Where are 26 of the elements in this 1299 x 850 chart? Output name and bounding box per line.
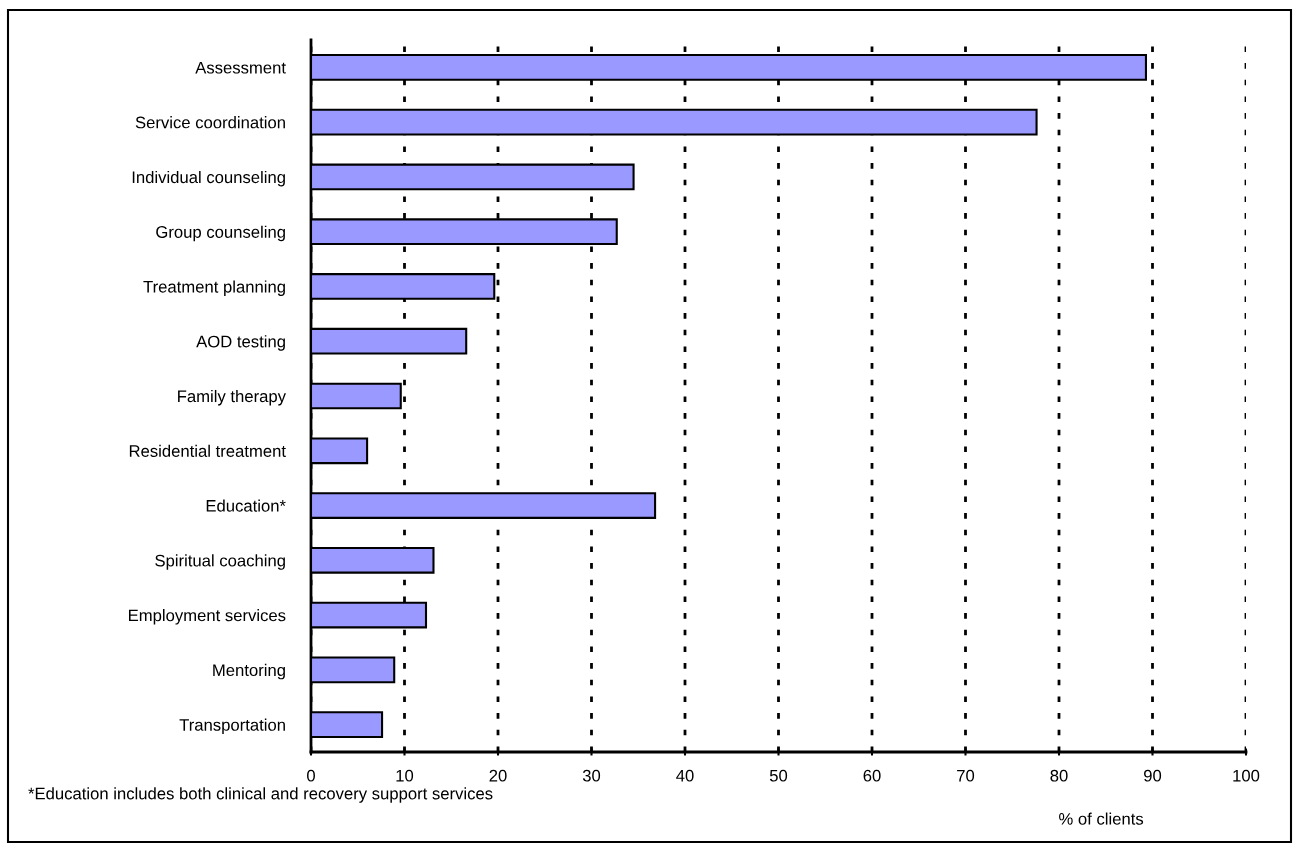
x-tick-label: 30 bbox=[582, 769, 601, 782]
x-tick-label: 80 bbox=[1050, 769, 1068, 782]
y-tick-label: Residential treatment bbox=[129, 444, 286, 457]
y-tick-label: Individual counseling bbox=[132, 170, 285, 187]
y-tick-label: Treatment planning bbox=[143, 280, 285, 296]
x-tick-label: 90 bbox=[1144, 769, 1162, 782]
y-tick-label: Service coordination bbox=[135, 116, 285, 129]
x-tick-label: 70 bbox=[957, 769, 975, 782]
x-tick-label: 50 bbox=[769, 769, 788, 782]
y-tick-label: Group counseling bbox=[156, 225, 285, 242]
y-tick-label: Employment services bbox=[128, 609, 286, 625]
y-tick-label: Mentoring bbox=[213, 663, 285, 680]
text: *Education includes both clinical and recovery support services bbox=[28, 787, 493, 803]
y-tick-label: Education* bbox=[206, 499, 286, 512]
y-tick-label: Transportation bbox=[179, 718, 285, 735]
x-axis-title: % of clients bbox=[1059, 812, 1144, 825]
y-tick-label: Spiritual coaching bbox=[155, 554, 285, 570]
x-tick-label: 0 bbox=[307, 769, 315, 782]
x-tick-label: 10 bbox=[396, 769, 414, 782]
y-tick-label: Family therapy bbox=[178, 389, 286, 406]
x-tick-label: 40 bbox=[676, 769, 694, 782]
x-tick-label: 60 bbox=[863, 769, 881, 782]
x-tick-label: 100 bbox=[1233, 769, 1260, 782]
x-tick-label: 20 bbox=[489, 769, 507, 782]
y-tick-label: AOD testing bbox=[196, 335, 285, 351]
y-tick-label: Assessment bbox=[195, 61, 286, 74]
